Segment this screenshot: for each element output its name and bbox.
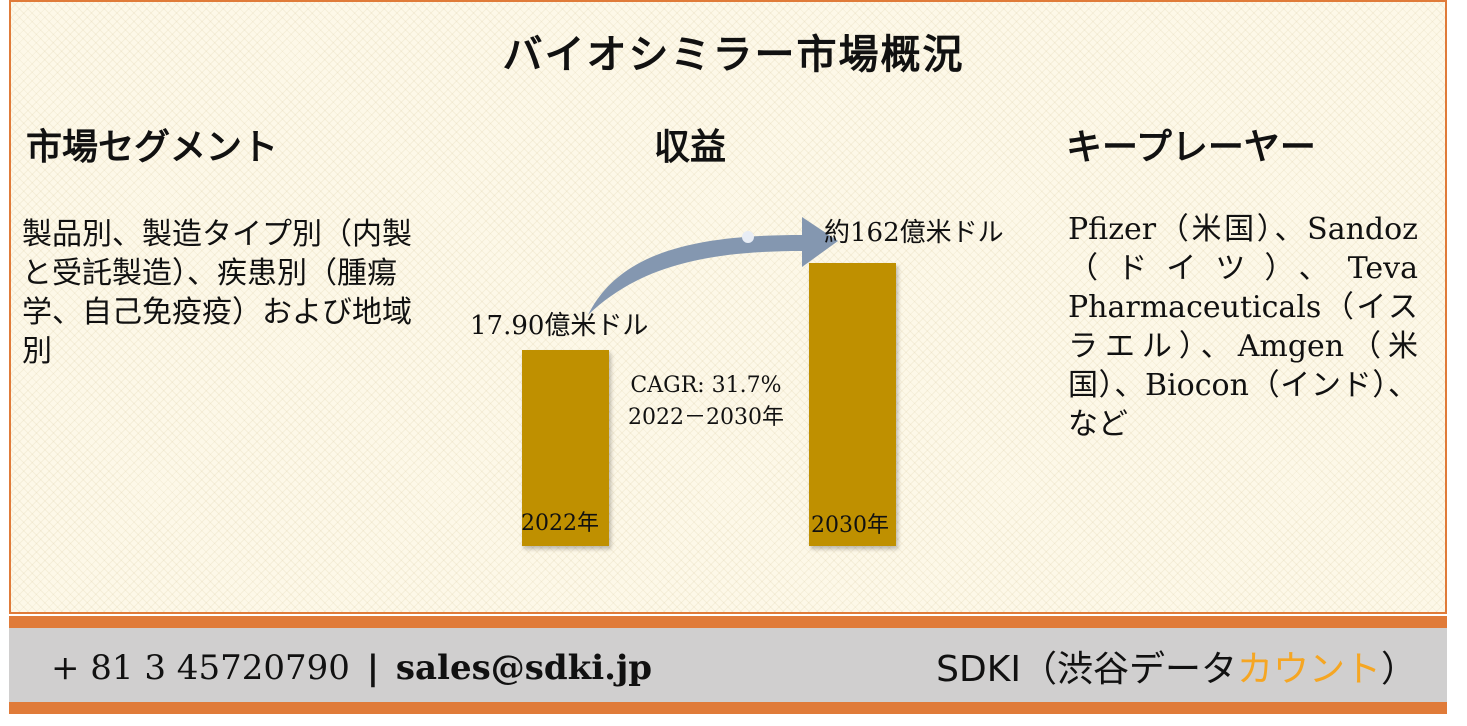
key-players-heading: キープレーヤー (1066, 126, 1316, 168)
cagr-period: 2022－2030年 (628, 405, 784, 430)
cagr-note: CAGR: 31.7% 2022－2030年 (620, 370, 792, 434)
bar-2030 (809, 263, 896, 546)
phone-number: + 81 3 45720790 (51, 648, 350, 688)
brand-accent: カウント (1236, 649, 1381, 690)
growth-arrow-icon (588, 217, 838, 315)
bar-label-2030: 2030年 (811, 513, 889, 538)
brand-name: SDKI（渋谷データカウント） (936, 640, 1417, 692)
contact-info: + 81 3 45720790 | sales@sdki.jp (51, 648, 652, 688)
email-address: sales@sdki.jp (395, 648, 653, 688)
revenue-2022-value: 17.90億米ドル (470, 311, 649, 341)
key-players-text: Pfizer（米国）、Sandoz（ドイツ）、Teva Pharmaceutic… (1068, 212, 1418, 442)
revenue-heading: 収益 (654, 126, 727, 168)
bar-2022 (522, 350, 609, 546)
segment-heading: 市場セグメント (26, 126, 279, 168)
cagr-rate: CAGR: 31.7% (630, 373, 782, 398)
separator: | (366, 648, 380, 688)
footer-bar: + 81 3 45720790 | sales@sdki.jp SDKI（渋谷デ… (9, 616, 1447, 714)
segment-text: 製品別、製造タイプ別（内製と受託製造）、疾患別（腫瘍学、自己免疫疫）および地域別 (22, 217, 412, 369)
brand-suffix: ） (1380, 649, 1417, 690)
bar-label-2022: 2022年 (521, 511, 599, 536)
revenue-2030-value: 約162億米ドル (824, 218, 1004, 248)
overview-panel (9, 0, 1447, 614)
brand-prefix: SDKI（渋谷データ (936, 649, 1237, 690)
page-title: バイオシミラー市場概況 (502, 31, 965, 78)
